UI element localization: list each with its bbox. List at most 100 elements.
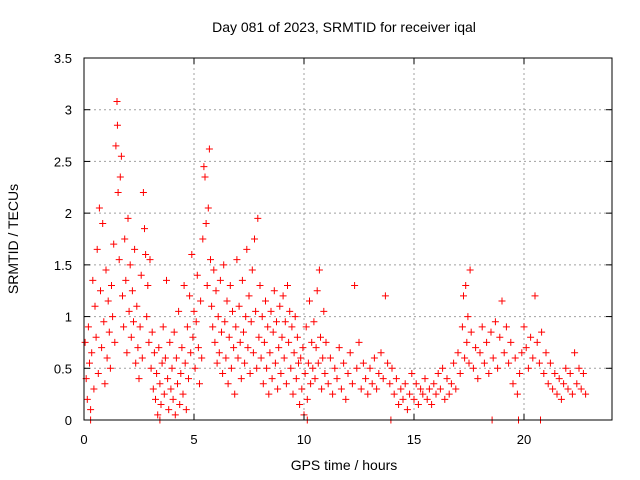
data-point xyxy=(142,251,150,259)
data-point xyxy=(124,214,132,222)
data-point xyxy=(399,395,407,403)
data-point xyxy=(114,188,122,196)
data-point xyxy=(110,240,118,248)
data-point xyxy=(408,369,416,377)
data-point xyxy=(291,313,299,321)
data-point xyxy=(428,400,436,408)
data-point xyxy=(138,354,146,362)
data-point xyxy=(135,375,143,383)
data-point xyxy=(417,385,425,393)
data-point xyxy=(320,307,328,315)
data-point xyxy=(540,369,548,377)
data-point xyxy=(549,385,557,393)
data-point xyxy=(191,364,199,372)
data-point xyxy=(86,359,93,367)
data-point xyxy=(193,271,201,279)
data-point xyxy=(355,338,363,346)
data-point xyxy=(487,328,495,336)
data-point xyxy=(253,364,261,372)
data-point xyxy=(181,359,189,367)
x-tick-label: 0 xyxy=(80,432,87,447)
data-point xyxy=(225,333,233,341)
data-point xyxy=(258,313,266,321)
data-point xyxy=(155,344,163,352)
data-point xyxy=(452,385,460,393)
data-point xyxy=(238,276,246,284)
data-point xyxy=(220,261,228,269)
data-point xyxy=(527,333,535,341)
data-point xyxy=(251,235,258,243)
data-point xyxy=(456,369,464,377)
data-point xyxy=(472,344,480,352)
data-point xyxy=(344,369,352,377)
data-point xyxy=(285,338,293,346)
data-point xyxy=(516,369,524,377)
data-point xyxy=(242,313,250,321)
data-point xyxy=(144,282,152,290)
data-point xyxy=(197,297,205,305)
data-point xyxy=(103,354,111,362)
data-point xyxy=(160,390,168,398)
y-tick-label: 2.5 xyxy=(54,154,72,169)
data-point xyxy=(410,395,418,403)
y-tick-label: 3.5 xyxy=(54,51,72,66)
data-point xyxy=(513,390,521,398)
data-point xyxy=(553,390,561,398)
data-point xyxy=(188,251,196,259)
data-point xyxy=(93,245,101,253)
data-point xyxy=(458,323,466,331)
data-point xyxy=(259,380,267,388)
data-point xyxy=(443,375,451,383)
data-point xyxy=(156,380,164,388)
data-point xyxy=(469,364,477,372)
data-point xyxy=(171,411,179,419)
data-point xyxy=(158,359,166,367)
data-point xyxy=(159,323,167,331)
data-point xyxy=(520,323,528,331)
data-point xyxy=(273,318,280,326)
data-point xyxy=(434,369,442,377)
data-point xyxy=(227,364,235,372)
data-point xyxy=(175,307,183,315)
data-point xyxy=(104,297,112,305)
data-point xyxy=(128,287,136,295)
data-point xyxy=(237,375,245,383)
data-point xyxy=(462,282,470,290)
data-point xyxy=(491,318,499,326)
data-point xyxy=(192,318,200,326)
y-tick-label: 0.5 xyxy=(54,361,72,376)
data-point xyxy=(154,411,162,419)
data-point xyxy=(313,287,321,295)
data-point xyxy=(153,369,161,377)
data-point xyxy=(180,282,188,290)
data-point xyxy=(315,266,323,274)
data-point xyxy=(252,307,260,315)
data-point xyxy=(248,266,256,274)
data-point xyxy=(254,214,262,222)
data-point xyxy=(579,369,587,377)
data-point xyxy=(505,359,513,367)
data-point xyxy=(529,354,537,362)
data-point xyxy=(557,395,565,403)
data-point xyxy=(263,364,271,372)
data-point xyxy=(375,369,383,377)
data-point xyxy=(145,338,153,346)
data-point xyxy=(113,121,121,129)
data-point xyxy=(233,256,241,264)
data-point xyxy=(121,235,129,243)
data-point xyxy=(109,313,117,321)
y-tick-label: 1 xyxy=(65,310,72,325)
data-point xyxy=(373,385,381,393)
data-point xyxy=(454,349,462,357)
data-point xyxy=(134,344,142,352)
x-axis-title: GPS time / hours xyxy=(291,457,398,473)
data-point xyxy=(201,173,209,181)
data-point xyxy=(302,323,310,331)
data-point xyxy=(218,328,225,336)
data-point xyxy=(163,276,170,284)
y-tick-label: 2 xyxy=(65,206,72,221)
data-point xyxy=(117,152,125,160)
data-point xyxy=(276,302,284,310)
data-point xyxy=(562,364,570,372)
